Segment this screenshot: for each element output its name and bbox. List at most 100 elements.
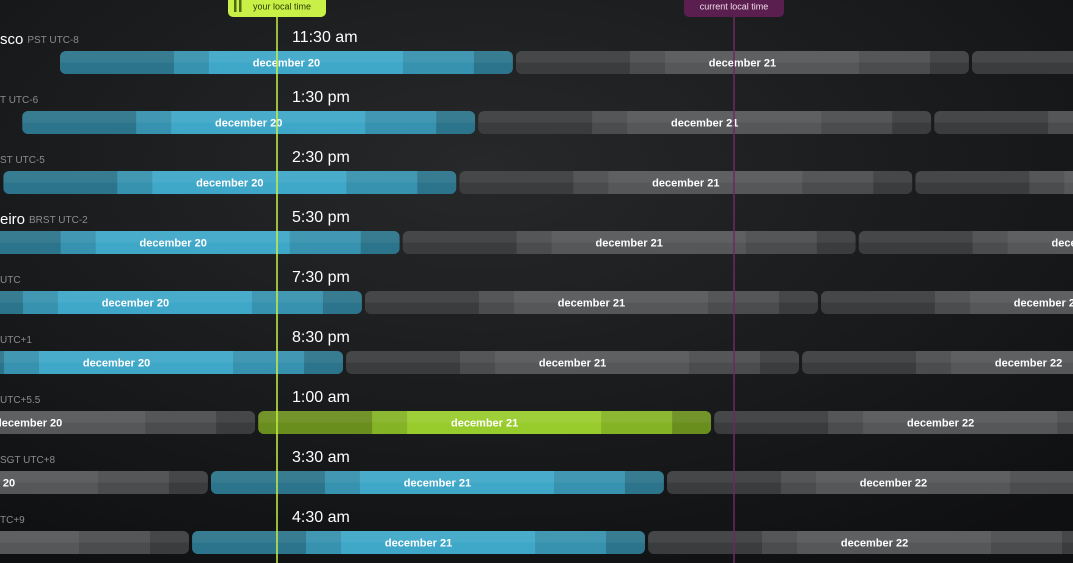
zone: T UTC-6 — [0, 95, 39, 106]
day-bar: december 21 — [346, 351, 800, 374]
day-segment — [0, 531, 190, 554]
current-time-tab — [684, 0, 784, 17]
segments — [459, 171, 913, 194]
zone: SGT UTC+8 — [0, 455, 56, 466]
gloss — [0, 471, 208, 483]
gloss — [820, 291, 1073, 303]
gloss — [858, 231, 1073, 243]
timezone-row: sco PST UTC-8 11:30 am december 20 december … — [0, 29, 1073, 74]
day-segment — [0, 291, 362, 314]
shade — [892, 111, 932, 134]
shade — [460, 351, 496, 374]
shade — [762, 531, 798, 554]
day-segment — [515, 51, 969, 74]
day-bar: december 20 — [0, 231, 400, 254]
shade — [478, 291, 514, 314]
day-segment — [858, 231, 1073, 254]
handle — [234, 0, 237, 12]
shade — [934, 291, 970, 314]
day-label: december 20 — [83, 357, 150, 369]
day-bar: december 22 — [820, 291, 1073, 314]
day-label: december 20 — [0, 477, 15, 489]
segments — [258, 411, 712, 434]
shade — [150, 531, 190, 554]
shade — [459, 171, 574, 194]
day-label: december 21 — [451, 417, 518, 429]
zone: UTC+5.5 — [0, 395, 41, 406]
shade — [516, 231, 552, 254]
day-bar: december 21 — [515, 51, 969, 74]
day-segment — [22, 111, 476, 134]
shade — [689, 351, 761, 374]
segments — [0, 411, 256, 434]
zone: BRST UTC-2 — [29, 215, 88, 226]
shade — [760, 351, 800, 374]
zone-label: eiro BRST UTC-2 — [0, 211, 88, 228]
shade — [991, 531, 1063, 554]
shade — [873, 171, 913, 194]
gloss — [0, 351, 344, 363]
shade — [745, 231, 817, 254]
shade — [601, 411, 673, 434]
gloss — [0, 531, 190, 543]
shade — [97, 471, 169, 494]
day-bar: december 22 — [858, 231, 1073, 254]
day-segment — [714, 411, 1073, 434]
day-segment — [3, 171, 457, 194]
day-bar — [934, 111, 1073, 134]
day-label: december 21 — [404, 477, 471, 489]
day-bar: december 20 — [0, 291, 362, 314]
segments — [915, 171, 1073, 194]
local-time-tab[interactable] — [228, 0, 326, 17]
segments — [210, 471, 664, 494]
gloss — [0, 411, 256, 423]
shade — [535, 531, 607, 554]
shade — [4, 351, 40, 374]
shade — [606, 531, 646, 554]
zone: UTC — [0, 275, 21, 286]
shade — [168, 471, 208, 494]
shade — [515, 51, 630, 74]
shade — [714, 411, 829, 434]
shade — [553, 471, 625, 494]
shade — [778, 291, 818, 314]
day-segment — [192, 531, 646, 554]
day-segment — [0, 351, 344, 374]
shade — [145, 411, 217, 434]
local-time-marker[interactable]: your local time — [228, 0, 326, 563]
shade — [436, 111, 476, 134]
day-label: december 21 — [385, 537, 452, 549]
day-segment — [59, 51, 513, 74]
segments — [858, 231, 1073, 254]
shade — [592, 111, 628, 134]
shade — [573, 171, 609, 194]
gloss — [210, 471, 664, 483]
shade — [629, 51, 665, 74]
day-label: december 20 — [253, 57, 320, 69]
day-label: december 22 — [860, 477, 927, 489]
shade — [346, 171, 418, 194]
local-time: 2:30 pm — [292, 149, 350, 166]
day-segment — [346, 351, 800, 374]
day-segment — [820, 291, 1073, 314]
shade — [0, 351, 5, 374]
day-label: december 21 — [652, 177, 719, 189]
shade — [707, 291, 779, 314]
shade — [672, 411, 712, 434]
day-label: december 20 — [140, 237, 207, 249]
day-label: december 22 — [841, 537, 908, 549]
gloss — [402, 231, 856, 243]
gloss — [666, 471, 1073, 483]
shade — [417, 171, 457, 194]
gloss — [459, 171, 913, 183]
shade — [473, 51, 513, 74]
shade — [304, 351, 344, 374]
zone-label: SGT UTC+8 — [0, 455, 56, 466]
day-bar: december 21 — [192, 531, 646, 554]
shade — [306, 531, 342, 554]
day-segment — [0, 231, 400, 254]
day-label: december 22 — [1052, 237, 1073, 249]
day-bar: december 22 — [802, 351, 1073, 374]
